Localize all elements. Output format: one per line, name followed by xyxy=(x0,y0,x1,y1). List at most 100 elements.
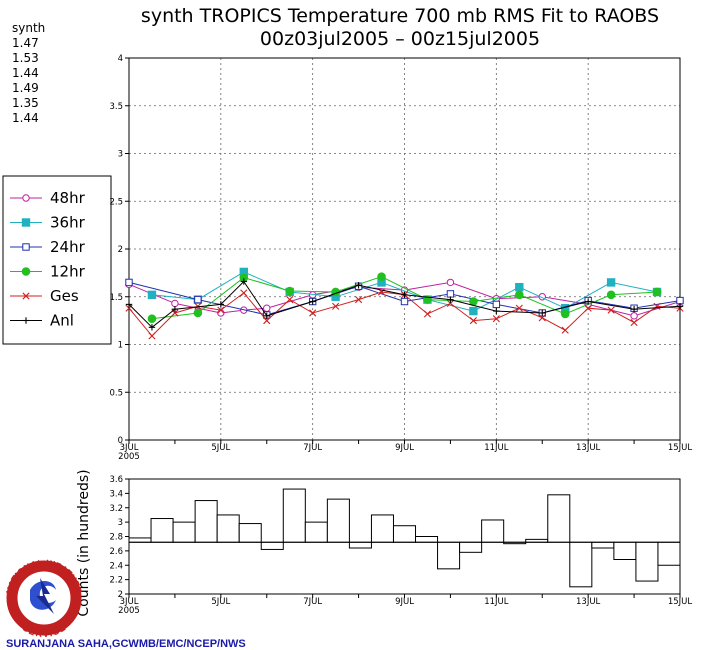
logo-swirl xyxy=(30,581,56,610)
point-ges-4-b xyxy=(217,306,225,314)
count-bar-19 xyxy=(547,494,571,543)
stat-anl: 1.44 xyxy=(12,111,39,125)
count-y-label: 3.4 xyxy=(109,489,123,499)
count-x-label: 3JUL xyxy=(120,597,139,607)
x-tick-label: 11JUL xyxy=(484,443,509,453)
series-line-36hr xyxy=(151,271,658,312)
point-ges-21-b xyxy=(607,306,615,314)
point-ges-1 xyxy=(148,332,156,340)
point-anl-10 xyxy=(493,307,500,315)
point-ges-6-b xyxy=(263,317,271,325)
y-tick-label: 1.5 xyxy=(109,293,123,303)
point-ges-20-b xyxy=(584,304,592,312)
point-ges-7-b xyxy=(286,296,294,304)
logo-textpath-bottom: SERVICE xyxy=(21,623,68,640)
legend-marker-ges xyxy=(22,292,30,300)
point-48hr-1 xyxy=(171,299,179,308)
legend-label-48hr: 48hr xyxy=(50,189,86,207)
count-bar-20 xyxy=(569,541,593,588)
point-ges-10 xyxy=(354,296,363,304)
count-bar-15 xyxy=(459,541,483,553)
x-tick-label: 15JUL xyxy=(668,443,693,453)
point-ges-16-b xyxy=(492,315,500,323)
point-anl-0 xyxy=(125,301,133,308)
stats-label: synth xyxy=(12,21,45,35)
point-ges-8 xyxy=(309,309,317,317)
series-line-12hr xyxy=(151,276,658,320)
point-anl-6 xyxy=(309,298,316,305)
count-bar-3 xyxy=(194,500,218,543)
count-y-label: 2 xyxy=(118,590,123,600)
legend-marker-36hr xyxy=(21,218,31,227)
point-ges-22 xyxy=(630,318,638,327)
point-ges-10-b xyxy=(354,296,363,304)
count-bar-12 xyxy=(392,525,417,543)
count-bar-1 xyxy=(150,518,174,543)
point-ges-9 xyxy=(332,302,340,310)
legend-label-ges: Ges xyxy=(50,287,79,305)
point-12hr-1 xyxy=(193,308,203,318)
y-tick-label: 1 xyxy=(118,341,123,351)
stat-48hr: 1.47 xyxy=(12,36,39,50)
count-bar-10 xyxy=(348,541,372,549)
x-tick-label: 5JUL xyxy=(211,443,230,453)
y-tick-label: 0.5 xyxy=(109,388,123,398)
series-12hr xyxy=(147,272,662,324)
x-tick-label: 7JUL xyxy=(303,443,322,453)
point-ges-5 xyxy=(240,289,248,297)
point-ges-7 xyxy=(286,296,294,304)
count-y-label: 3.6 xyxy=(109,475,123,485)
count-y-label: 2.8 xyxy=(109,533,123,543)
legend-label-12hr: 12hr xyxy=(50,263,86,281)
legend-box xyxy=(2,175,112,345)
count-x-sublabel: 2005 xyxy=(118,606,140,616)
chart-title: synth TROPICS Temperature 700 mb RMS Fit… xyxy=(141,5,659,27)
point-ges-1-b xyxy=(148,332,156,340)
point-ges-15-b xyxy=(469,317,477,325)
count-bar-21 xyxy=(591,541,615,549)
point-ges-5-b xyxy=(240,289,248,297)
count-bar-11 xyxy=(370,514,394,543)
count-bar-13 xyxy=(415,536,439,543)
point-12hr-0 xyxy=(147,314,157,324)
legend-label-36hr: 36hr xyxy=(50,214,86,232)
legend-marker-12hr xyxy=(21,267,31,276)
point-ges-18 xyxy=(538,314,546,322)
y-tick-label: 4 xyxy=(118,54,123,64)
count-x-label: 5JUL xyxy=(211,597,230,607)
point-36hr-10 xyxy=(606,278,616,287)
count-bar-14 xyxy=(437,541,461,570)
count-bar-5 xyxy=(238,523,262,543)
point-24hr-6 xyxy=(446,290,455,298)
series-ges xyxy=(125,288,684,340)
point-48hr-4 xyxy=(263,304,271,312)
point-12hr-11 xyxy=(652,287,662,297)
point-ges-4 xyxy=(217,306,225,314)
count-bar-4 xyxy=(216,514,240,543)
point-ges-19-b xyxy=(561,326,569,334)
point-anl-12 xyxy=(584,298,592,305)
point-12hr-3 xyxy=(285,286,295,296)
count-y-label: 3.2 xyxy=(109,504,123,514)
point-36hr-8 xyxy=(515,283,524,292)
point-anl-7 xyxy=(355,282,362,289)
y-tick-label: 3 xyxy=(118,150,123,160)
count-x-label: 7JUL xyxy=(303,597,322,607)
point-24hr-5 xyxy=(400,297,409,306)
point-12hr-8 xyxy=(514,290,524,300)
count-bar-24 xyxy=(657,541,681,566)
point-anl-9 xyxy=(447,296,454,303)
count-x-label: 13JUL xyxy=(576,597,601,607)
point-36hr-7 xyxy=(469,306,478,316)
point-48hr-8 xyxy=(446,278,455,287)
count-bar-16 xyxy=(481,519,505,543)
count-bar-7 xyxy=(282,488,306,543)
point-48hr-12 xyxy=(630,312,638,320)
point-24hr-0 xyxy=(125,278,133,287)
legend-marker-24hr xyxy=(22,243,30,251)
credit-text: SURANJANA SAHA,GCWMB/EMC/NCEP/NWS xyxy=(6,638,246,650)
count-x-label: 9JUL xyxy=(395,597,414,607)
